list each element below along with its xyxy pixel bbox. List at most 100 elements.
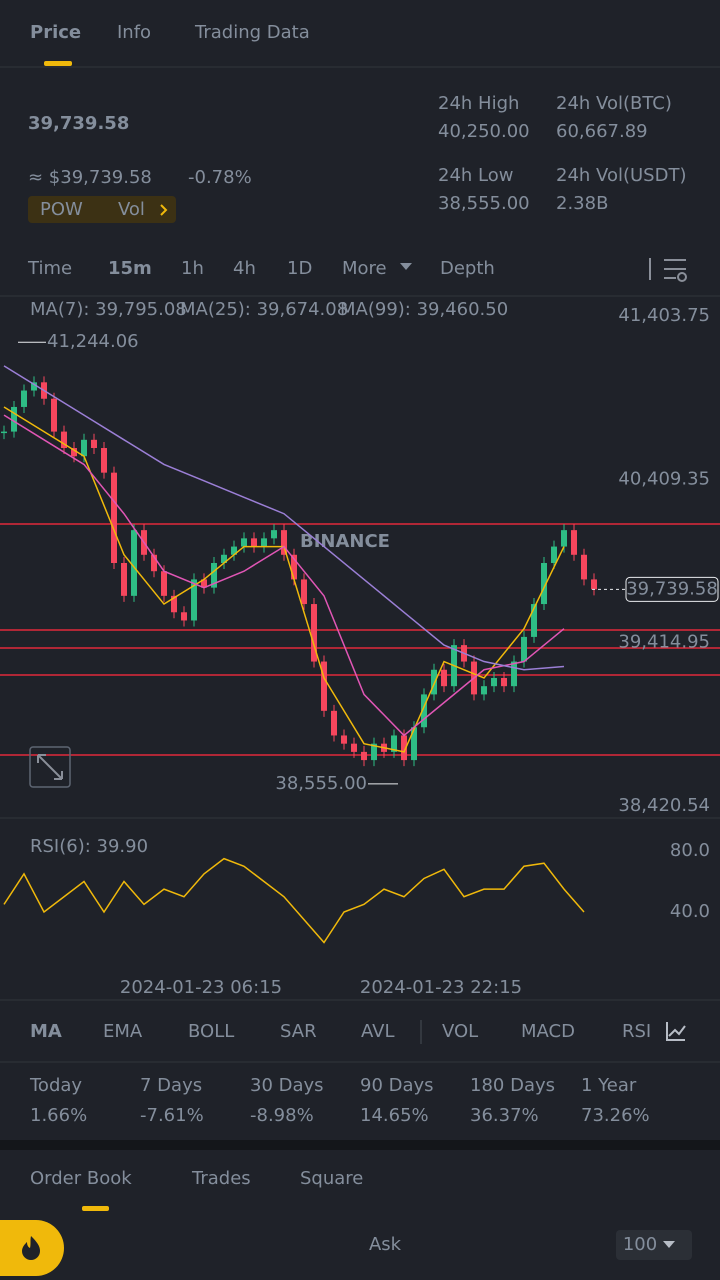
candle <box>1 431 7 434</box>
book-tab[interactable]: Square <box>300 1168 363 1189</box>
candle <box>581 554 587 580</box>
period-label: 90 Days <box>360 1075 434 1096</box>
drawn-lines <box>0 523 720 756</box>
candle <box>111 472 117 563</box>
tag-chevron <box>160 204 168 216</box>
period-change: -7.61% <box>140 1105 204 1126</box>
candle <box>431 669 437 695</box>
candle <box>221 554 227 563</box>
expand-button[interactable] <box>29 746 71 788</box>
fab-button[interactable] <box>0 1220 64 1276</box>
last-price-box <box>625 576 719 602</box>
rsi-legend: RSI(6): 39.90 <box>30 836 148 857</box>
interval-tab[interactable]: Depth <box>440 258 495 279</box>
candle <box>51 398 57 432</box>
top-tab[interactable]: Trading Data <box>194 22 310 43</box>
fade <box>650 1015 720 1050</box>
watermark: BINANCE <box>300 531 390 552</box>
ma-legend: MA(99): 39,460.50 <box>340 299 508 320</box>
usd-price: ≈ $39,739.58 <box>28 167 152 188</box>
candle <box>31 382 37 391</box>
section-gap <box>0 1140 720 1150</box>
candle <box>281 530 287 555</box>
depth-select[interactable] <box>616 1230 692 1260</box>
y-tick-label: 39,414.95 <box>618 632 710 653</box>
ask-header: Ask <box>369 1234 402 1255</box>
candle <box>591 579 597 590</box>
interval-tab[interactable]: Time <box>27 258 72 279</box>
interval-tab[interactable]: 1h <box>181 258 204 279</box>
interval-tab[interactable]: 15m <box>108 258 152 279</box>
ma-line <box>3 414 565 737</box>
tag[interactable]: Vol <box>118 199 145 220</box>
candle <box>251 538 257 547</box>
candle <box>231 546 237 555</box>
candle <box>531 604 537 637</box>
depth-value[interactable]: 100 <box>623 1234 657 1255</box>
rsi-tick-label: 40.0 <box>670 901 710 922</box>
indicator-tab[interactable]: VOL <box>442 1021 478 1042</box>
top-tab[interactable]: Price <box>30 22 81 43</box>
ma-legend: MA(25): 39,674.08 <box>180 299 348 320</box>
interval-tab[interactable]: 1D <box>287 258 312 279</box>
candle <box>541 562 547 605</box>
candle <box>161 571 167 596</box>
indicator-tab[interactable]: AVL <box>361 1021 395 1042</box>
period-change: -8.98% <box>250 1105 314 1126</box>
indicator-tab[interactable]: BOLL <box>188 1021 234 1042</box>
ma-line <box>3 406 565 753</box>
y-tick-label: 38,420.54 <box>618 795 710 816</box>
book-tab[interactable]: Order Book <box>30 1168 132 1189</box>
candle <box>361 751 367 761</box>
stat-value: 38,555.00 <box>438 193 530 214</box>
candle <box>301 579 307 605</box>
stat-value: 60,667.89 <box>556 121 648 142</box>
price-change: -0.78% <box>188 167 252 188</box>
candle <box>191 579 197 621</box>
candle <box>261 538 267 547</box>
stat-value: 2.38B <box>556 193 608 214</box>
tag-pill[interactable] <box>28 196 176 223</box>
indicator-tab[interactable]: SAR <box>280 1021 317 1042</box>
tag[interactable]: POW <box>40 199 83 220</box>
stat-label: 24h Low <box>438 165 513 186</box>
ma-legend: MA(7): 39,795.08 <box>30 299 187 320</box>
indicator-tab[interactable]: MACD <box>521 1021 575 1042</box>
indicator-tab[interactable]: RSI <box>622 1021 651 1042</box>
candle <box>131 530 137 596</box>
candle <box>391 735 397 752</box>
period-change: 73.26% <box>581 1105 650 1126</box>
stat-value: 40,250.00 <box>438 121 530 142</box>
period-change: 14.65% <box>360 1105 429 1126</box>
candle <box>61 431 67 449</box>
ma-line <box>3 365 565 671</box>
candle <box>351 743 357 752</box>
period-label: 7 Days <box>140 1075 202 1096</box>
candle <box>441 669 447 687</box>
candle <box>561 530 567 547</box>
settings-icon[interactable] <box>649 258 687 282</box>
x-tick-label: 2024-01-23 22:15 <box>360 977 522 998</box>
interval-tab[interactable]: 4h <box>233 258 256 279</box>
top-tab[interactable]: Info <box>117 22 151 43</box>
interval-tab[interactable]: More <box>342 258 387 279</box>
indicator-tab[interactable]: MA <box>30 1021 62 1042</box>
period-change: 36.37% <box>470 1105 539 1126</box>
period-label: 30 Days <box>250 1075 324 1096</box>
y-tick-label: 40,409.35 <box>618 468 710 489</box>
candle <box>341 735 347 744</box>
stat-label: 24h High <box>438 93 519 114</box>
candle <box>151 554 157 572</box>
indicator-settings-icon[interactable] <box>666 1022 686 1041</box>
candle <box>411 727 417 761</box>
stat-label: 24h Vol(BTC) <box>556 93 672 114</box>
candle <box>501 677 507 687</box>
tab-indicator <box>82 1206 109 1211</box>
indicator-tab[interactable]: EMA <box>103 1021 143 1042</box>
y-tick-label: 41,403.75 <box>618 305 710 326</box>
book-tab[interactable]: Trades <box>191 1168 251 1189</box>
period-label: 1 Year <box>581 1075 637 1096</box>
candle <box>241 538 247 547</box>
candle <box>81 439 87 457</box>
